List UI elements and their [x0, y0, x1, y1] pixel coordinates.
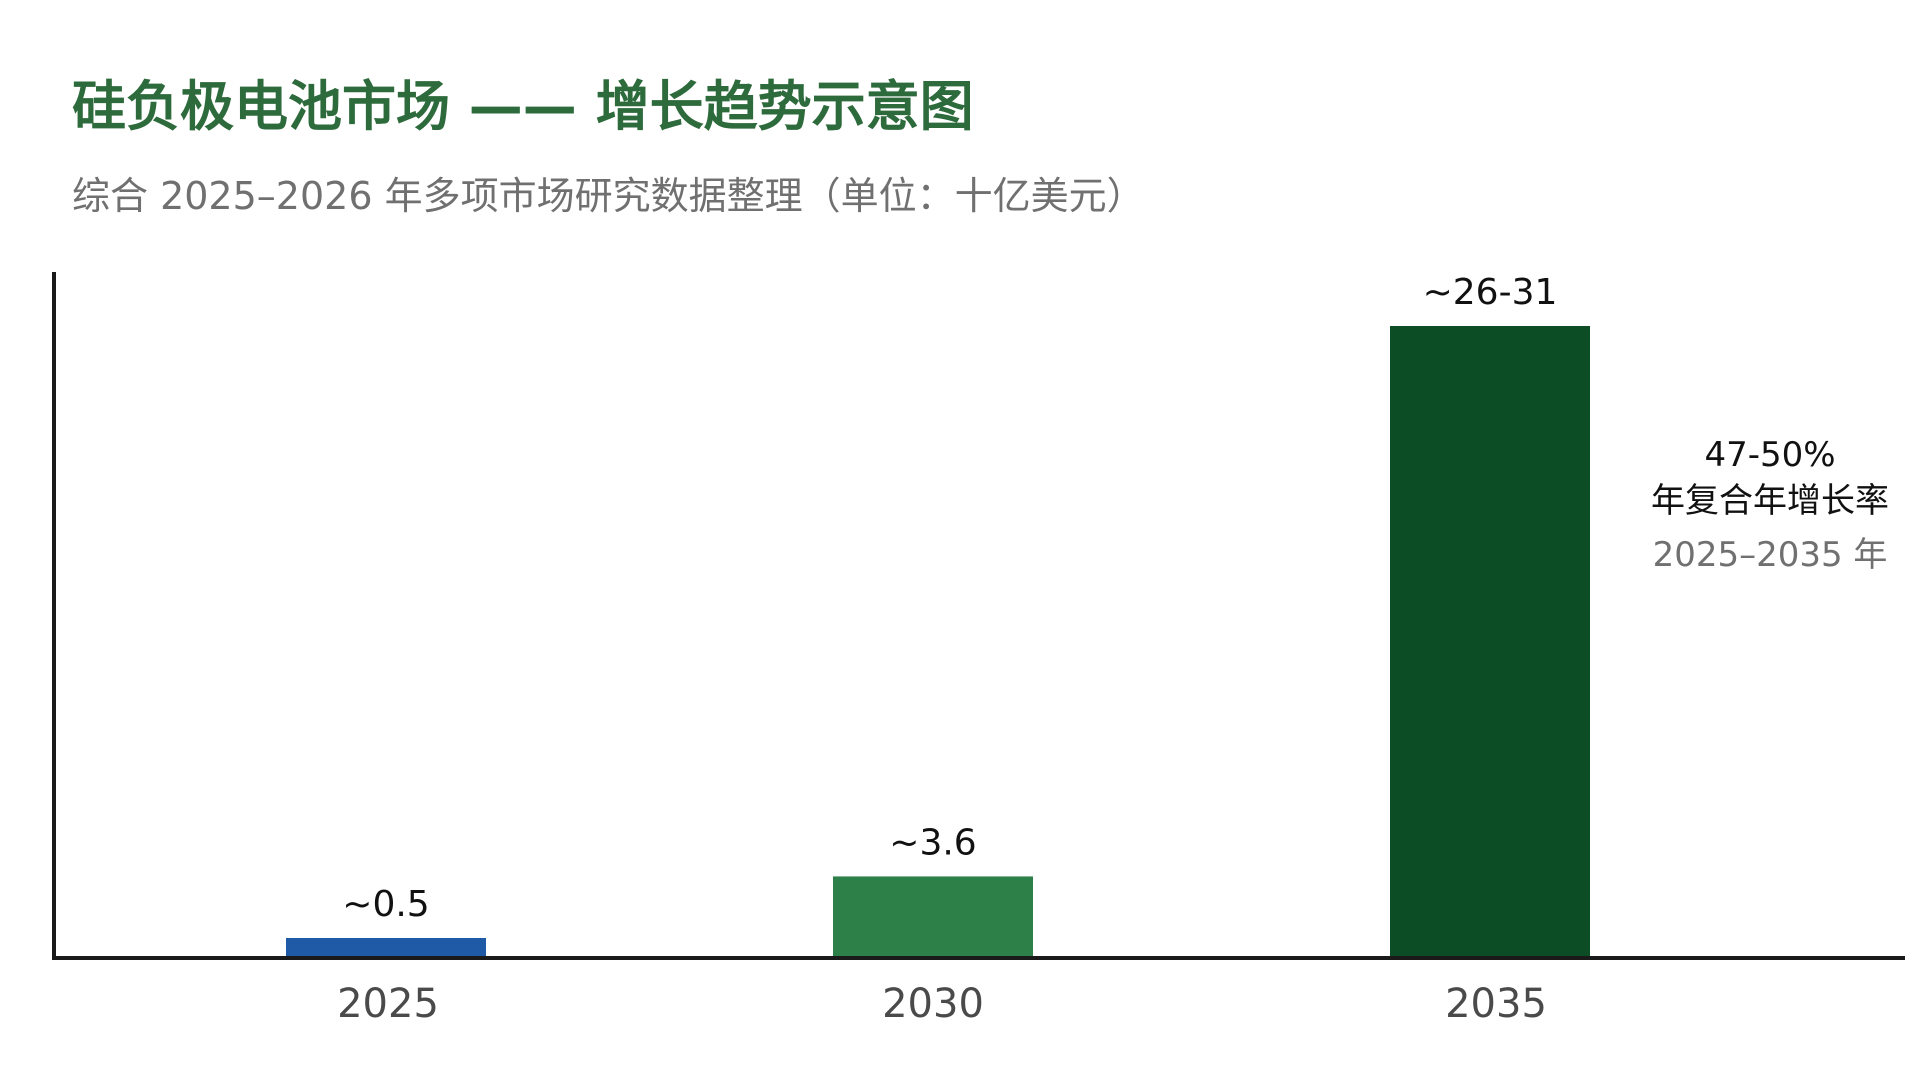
cagr-annotation: 47-50% 年复合年增长率 2025–2035 年	[1620, 432, 1920, 580]
x-tick-label-2035: 2035	[1445, 981, 1547, 1027]
bar-2025	[286, 938, 486, 956]
bar-2030	[833, 876, 1033, 956]
data-label-2030: ~3.6	[889, 822, 976, 863]
cagr-rate: 47-50%	[1704, 435, 1836, 475]
data-label-2035: ~26-31	[1423, 272, 1558, 313]
cagr-label: 年复合年增长率	[1651, 481, 1889, 521]
labels-layer: ~0.5 2025 ~3.6 2030 ~26-31 2035	[337, 272, 1557, 1027]
chart-title: 硅负极电池市场 —— 增长趋势示意图	[72, 75, 974, 138]
bars-layer	[286, 326, 1590, 956]
cagr-period: 2025–2035 年	[1652, 535, 1888, 575]
x-tick-label-2025: 2025	[337, 981, 439, 1027]
chart-subtitle: 综合 2025–2026 年多项市场研究数据整理（单位：十亿美元）	[72, 174, 1145, 218]
data-label-2025: ~0.5	[342, 884, 429, 925]
x-tick-label-2030: 2030	[882, 981, 984, 1027]
bar-2035	[1390, 326, 1590, 956]
